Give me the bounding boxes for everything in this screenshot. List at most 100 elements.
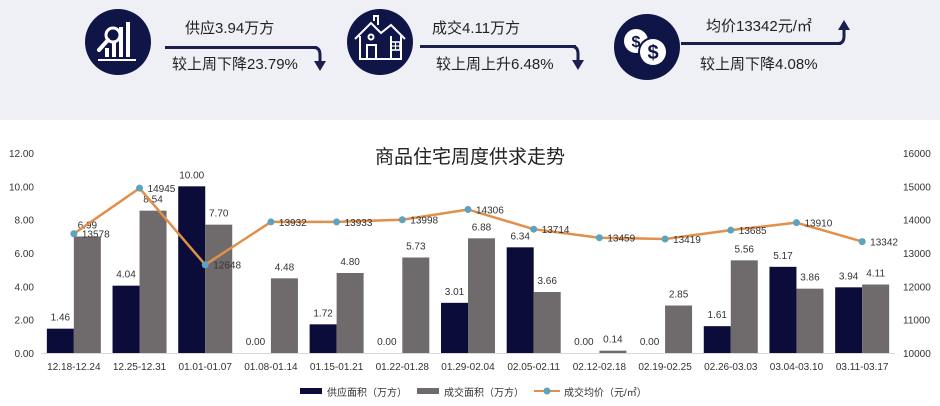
price-marker bbox=[70, 230, 78, 238]
price-marker bbox=[464, 205, 472, 213]
bar-deal bbox=[336, 273, 364, 353]
bar-deal bbox=[468, 238, 495, 353]
price-label: 14306 bbox=[476, 205, 504, 216]
kpi-panel: 供应3.94万方 较上周下降23.79% bbox=[0, 0, 940, 120]
bar-supply-label: 5.17 bbox=[773, 251, 793, 262]
bar-deal bbox=[533, 292, 561, 353]
bar-deal-label: 6.99 bbox=[78, 221, 98, 232]
kpi-supply-change: 较上周下降23.79% bbox=[172, 56, 298, 73]
bar-supply-label: 1.72 bbox=[313, 308, 333, 319]
price-marker bbox=[858, 238, 866, 246]
arrow-down-icon bbox=[308, 46, 326, 71]
legend-label-price: 成交均价（元/㎡） bbox=[564, 387, 647, 399]
bar-deal bbox=[205, 224, 233, 353]
price-marker bbox=[333, 218, 341, 226]
left-axis-tick: 6.00 bbox=[15, 249, 35, 260]
x-axis-tick: 01.22-01.28 bbox=[376, 362, 430, 373]
price-marker bbox=[267, 218, 275, 226]
x-axis-tick: 03.11-03.17 bbox=[836, 362, 889, 373]
bar-supply bbox=[178, 186, 206, 353]
bar-supply bbox=[703, 326, 731, 353]
price-label: 14945 bbox=[148, 184, 176, 195]
bar-deal bbox=[73, 236, 101, 353]
legend-item-deal: 成交面积（万方） bbox=[417, 384, 524, 399]
bar-deal bbox=[796, 288, 824, 353]
x-axis-tick: 01.01-01.07 bbox=[179, 362, 233, 373]
bar-deal bbox=[599, 350, 627, 353]
price-label: 13419 bbox=[673, 235, 701, 246]
kpi-price-divider bbox=[681, 42, 841, 45]
bar-deal-label: 5.56 bbox=[735, 244, 755, 255]
x-axis-tick: 01.15-01.21 bbox=[310, 362, 364, 373]
bar-supply-label: 1.46 bbox=[51, 313, 71, 324]
price-marker bbox=[727, 226, 735, 234]
x-axis-tick: 12.18-12.24 bbox=[47, 362, 101, 373]
price-label: 13910 bbox=[804, 219, 832, 230]
svg-text:$: $ bbox=[647, 42, 658, 64]
bar-supply-label: 1.61 bbox=[708, 310, 728, 321]
kpi-deal-headline: 成交4.11万方 bbox=[432, 20, 521, 37]
bar-deal-label: 8.54 bbox=[143, 195, 163, 206]
svg-text:$: $ bbox=[632, 34, 641, 51]
x-axis-tick: 03.04-03.10 bbox=[770, 362, 824, 373]
left-axis-tick: 2.00 bbox=[15, 316, 35, 327]
price-marker bbox=[201, 261, 209, 269]
bar-deal-label: 0.14 bbox=[603, 335, 623, 346]
bar-supply-label: 0.00 bbox=[640, 337, 660, 348]
bar-deal-label: 3.86 bbox=[800, 273, 820, 284]
kpi-deal-change: 较上周上升6.48% bbox=[436, 56, 554, 73]
bar-deal-label: 7.70 bbox=[209, 209, 229, 220]
price-label: 13932 bbox=[279, 218, 307, 229]
legend-item-price: 成交均价（元/㎡） bbox=[534, 384, 647, 399]
right-axis-tick: 10000 bbox=[903, 349, 931, 360]
bar-supply-label: 10.00 bbox=[179, 170, 204, 181]
arrow-up-icon bbox=[832, 20, 850, 45]
bar-supply-label: 3.01 bbox=[445, 287, 465, 298]
coins-dollar-icon: $ $ bbox=[614, 14, 680, 80]
bar-supply-label: 6.34 bbox=[510, 231, 530, 242]
price-marker bbox=[530, 225, 538, 233]
bar-supply bbox=[46, 328, 74, 353]
arrow-down-icon bbox=[566, 45, 584, 70]
chart-legend: 供应面积（万方） 成交面积（万方） 成交均价（元/㎡） bbox=[300, 384, 657, 399]
x-axis-tick: 12.25-12.31 bbox=[113, 362, 167, 373]
x-axis-tick: 01.29-02.04 bbox=[441, 362, 495, 373]
price-label: 13998 bbox=[410, 216, 438, 227]
bar-supply-label: 0.00 bbox=[377, 337, 397, 348]
bar-deal-label: 4.11 bbox=[866, 269, 885, 280]
kpi-price: $ $ 均价13342元/㎡ 较上周下降4.08% bbox=[0, 0, 940, 100]
price-marker bbox=[136, 184, 144, 192]
price-label: 13578 bbox=[82, 230, 110, 241]
bar-deal-label: 4.48 bbox=[275, 262, 295, 273]
x-axis-tick: 02.26-03.03 bbox=[704, 362, 758, 373]
price-marker bbox=[398, 216, 406, 224]
price-label: 13342 bbox=[870, 238, 898, 249]
legend-swatch-supply bbox=[300, 388, 322, 394]
x-axis-tick: 02.12-02.18 bbox=[573, 362, 627, 373]
kpi-deal: 成交4.11万方 较上周上升6.48% bbox=[0, 0, 940, 100]
left-axis-tick: 0.00 bbox=[15, 349, 35, 360]
price-label: 13714 bbox=[542, 225, 570, 236]
bar-deal-label: 4.80 bbox=[340, 257, 360, 268]
price-label: 13685 bbox=[739, 226, 767, 237]
right-axis-tick: 12000 bbox=[903, 282, 931, 293]
kpi-supply: 供应3.94万方 较上周下降23.79% bbox=[0, 0, 940, 100]
bar-deal-label: 6.88 bbox=[472, 222, 492, 233]
kpi-supply-headline: 供应3.94万方 bbox=[185, 20, 275, 37]
bar-supply bbox=[309, 324, 337, 353]
kpi-supply-divider bbox=[165, 46, 317, 49]
left-axis-tick: 8.00 bbox=[15, 216, 35, 227]
bar-supply-label: 0.00 bbox=[574, 337, 594, 348]
bar-deal bbox=[730, 260, 758, 353]
price-marker bbox=[595, 234, 603, 242]
legend-swatch-deal bbox=[417, 388, 439, 394]
left-axis-tick: 10.00 bbox=[9, 182, 34, 193]
legend-label-deal: 成交面积（万方） bbox=[444, 387, 524, 399]
right-axis-tick: 15000 bbox=[903, 182, 931, 193]
house-icon bbox=[347, 9, 413, 75]
x-axis-tick: 02.05-02.11 bbox=[507, 362, 560, 373]
bar-supply-label: 4.04 bbox=[116, 270, 136, 281]
price-marker bbox=[661, 235, 669, 243]
chart-title: 商品住宅周度供求走势 bbox=[374, 147, 565, 168]
left-axis-tick: 4.00 bbox=[15, 282, 35, 293]
